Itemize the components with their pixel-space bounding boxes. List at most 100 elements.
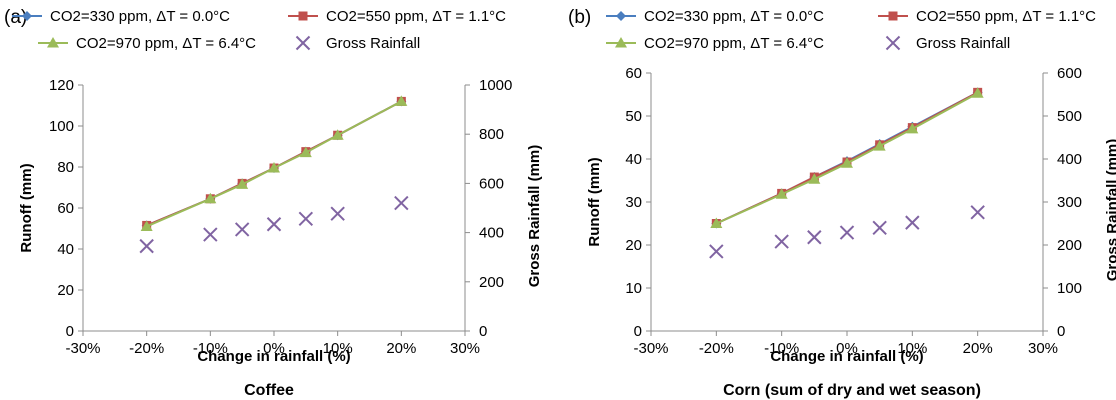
y-tick-label: 10 bbox=[625, 280, 642, 297]
data-point bbox=[331, 129, 344, 140]
data-point bbox=[203, 227, 218, 242]
legend-marker bbox=[616, 11, 626, 21]
y-tick-label: 20 bbox=[57, 282, 74, 299]
y2-tick-label: 200 bbox=[479, 274, 504, 291]
data-point bbox=[204, 192, 217, 204]
x-stroke bbox=[298, 211, 314, 227]
data-point bbox=[872, 220, 887, 236]
legend-marker bbox=[298, 11, 308, 21]
x-tick-label: -20% bbox=[699, 340, 734, 357]
legend-item: CO2=550 ppm, ΔT = 1.1°C bbox=[878, 8, 1096, 25]
legend-marker bbox=[615, 37, 627, 48]
x-stroke bbox=[970, 205, 985, 220]
legend-item: CO2=970 ppm, ΔT = 6.4°C bbox=[606, 35, 824, 52]
y-tick-label: 20 bbox=[625, 237, 642, 254]
x-stroke bbox=[872, 220, 887, 236]
data-point bbox=[298, 211, 314, 227]
x-stroke bbox=[709, 244, 724, 259]
data-point bbox=[873, 140, 886, 151]
series-3 bbox=[709, 205, 985, 259]
series-2 bbox=[140, 95, 408, 231]
legend-label: Gross Rainfall bbox=[326, 35, 420, 52]
y-axis-title: Runoff (mm) bbox=[18, 163, 35, 252]
data-point bbox=[775, 188, 788, 199]
x-tick-label: 0% bbox=[836, 340, 858, 357]
y-tick-label: 120 bbox=[49, 77, 74, 94]
y2-tick-label: 300 bbox=[1057, 194, 1082, 211]
data-point bbox=[268, 162, 280, 173]
data-point bbox=[709, 244, 724, 259]
data-point bbox=[774, 234, 789, 249]
data-point bbox=[807, 230, 822, 245]
x-tick-label: -10% bbox=[193, 340, 228, 357]
x-axis-title: Change in rainfall (%) bbox=[197, 348, 350, 365]
y-tick-label: 60 bbox=[625, 65, 642, 82]
y2-tick-label: 0 bbox=[1057, 323, 1065, 340]
data-point bbox=[808, 173, 821, 184]
legend-label: Gross Rainfall bbox=[916, 35, 1010, 52]
y2-tick-label: 800 bbox=[479, 126, 504, 143]
y2-tick-label: 600 bbox=[1057, 65, 1082, 82]
legend-label: CO2=330 ppm, ΔT = 0.0°C bbox=[50, 8, 230, 25]
y2-tick-label: 100 bbox=[1057, 280, 1082, 297]
data-point bbox=[905, 215, 920, 230]
panel-label: (b) bbox=[568, 7, 591, 28]
y2-tick-label: 500 bbox=[1057, 108, 1082, 125]
legend-label: CO2=550 ppm, ΔT = 1.1°C bbox=[916, 8, 1096, 25]
data-point bbox=[140, 220, 153, 231]
data-point bbox=[395, 95, 408, 106]
data-point bbox=[299, 146, 312, 158]
y-tick-label: 40 bbox=[625, 151, 642, 168]
y2-tick-label: 0 bbox=[479, 323, 487, 340]
y-tick-label: 40 bbox=[57, 241, 74, 258]
y-tick-label: 50 bbox=[625, 108, 642, 125]
x-stroke bbox=[330, 206, 345, 221]
y-tick-label: 0 bbox=[634, 323, 642, 340]
chart-caption: Coffee bbox=[244, 382, 294, 399]
x-tick-label: 10% bbox=[897, 340, 927, 357]
y2-tick-label: 400 bbox=[479, 225, 504, 242]
x-stroke bbox=[394, 195, 409, 211]
x-stroke bbox=[807, 230, 822, 245]
legend-label: CO2=970 ppm, ΔT = 6.4°C bbox=[76, 35, 256, 52]
legend-marker bbox=[885, 35, 901, 51]
x-tick-label: 0% bbox=[263, 340, 285, 357]
y2-tick-label: 400 bbox=[1057, 151, 1082, 168]
chart-panel-a: (a) 0 20 40 60 80 100 120 0 200 400 600 800 1000 -30% -… bbox=[4, 7, 543, 399]
legend-marker bbox=[295, 35, 311, 51]
series-2 bbox=[710, 87, 984, 228]
data-point bbox=[710, 217, 723, 228]
legend-marker bbox=[22, 11, 32, 21]
y2-tick-label: 600 bbox=[479, 175, 504, 192]
y2-axis-title: Gross Rainfall (mm) bbox=[1104, 139, 1116, 282]
x-stroke bbox=[774, 234, 789, 249]
data-point bbox=[971, 87, 984, 98]
legend-label: CO2=970 ppm, ΔT = 6.4°C bbox=[644, 35, 824, 52]
x-stroke bbox=[139, 238, 154, 254]
x-tick-label: -10% bbox=[764, 340, 799, 357]
x-tick-label: 30% bbox=[1028, 340, 1058, 357]
x-tick-label: 30% bbox=[450, 340, 480, 357]
series-3 bbox=[139, 195, 409, 254]
y-axis-title: Runoff (mm) bbox=[586, 157, 603, 246]
legend: CO2=330 ppm, ΔT = 0.0°C CO2=550 ppm, ΔT =… bbox=[606, 8, 1096, 52]
x-tick-label: 20% bbox=[386, 340, 416, 357]
legend-item: Gross Rainfall bbox=[885, 35, 1010, 52]
data-point bbox=[234, 222, 250, 237]
legend-item: CO2=550 ppm, ΔT = 1.1°C bbox=[288, 8, 506, 25]
data-point bbox=[970, 205, 985, 220]
y2-tick-label: 200 bbox=[1057, 237, 1082, 254]
x-stroke bbox=[203, 227, 218, 242]
data-point bbox=[266, 217, 282, 232]
chart-caption: Corn (sum of dry and wet season) bbox=[723, 382, 981, 399]
x-tick-label: 20% bbox=[963, 340, 993, 357]
legend-item: CO2=970 ppm, ΔT = 6.4°C bbox=[38, 35, 256, 52]
y-tick-label: 30 bbox=[625, 194, 642, 211]
y-tick-label: 60 bbox=[57, 200, 74, 217]
data-point bbox=[906, 122, 919, 134]
legend-item: CO2=330 ppm, ΔT = 0.0°C bbox=[12, 8, 230, 25]
x-axis-title: Change in rainfall (%) bbox=[770, 348, 923, 365]
legend: CO2=330 ppm, ΔT = 0.0°C CO2=550 ppm, ΔT =… bbox=[12, 8, 506, 52]
